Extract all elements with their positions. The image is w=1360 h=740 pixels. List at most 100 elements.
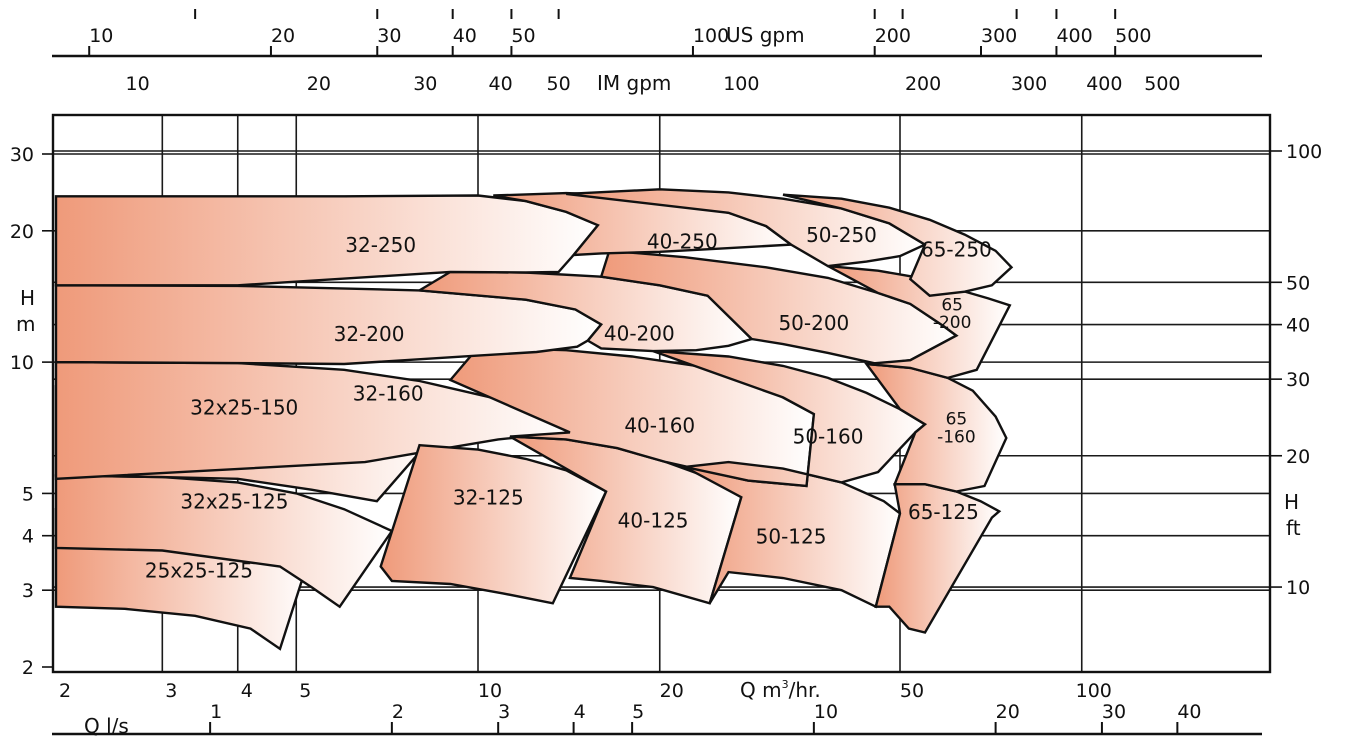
us-tick-label: 30 [377,25,401,47]
us-tick-label: 400 [1056,25,1092,47]
bottom-tick-label: 2 [59,680,71,702]
zone-50-160 [652,349,928,488]
zone-label-32-125: 32-125 [453,486,524,510]
zone-label-32-200: 32-200 [334,322,405,346]
zone-label-40-160: 40-160 [624,413,695,437]
zone-65-160 [863,362,1008,493]
us-tick-label: 10 [89,25,113,47]
im-tick-label: 10 [125,73,149,95]
us-tick-label: 100 [693,25,729,47]
right-tick-label: 30 [1286,369,1310,391]
top-flow-scales: 10 20 30 40 50 100 200 300 400 500 US gpm 10 20 30 4… [52,9,1262,95]
right-tick-label: 100 [1286,141,1322,163]
us-tick-label: 300 [981,25,1017,47]
x-axis-label-sup: 3 [782,678,789,691]
zone-label-32x25-150: 32x25-150 [190,396,298,420]
pump-zone-labels: 25x25-125 32x25-125 32x25-150 32-160 32-125 4… [145,223,992,583]
us-tick-label: 50 [511,25,535,47]
zone-label-32-160: 32-160 [353,382,424,406]
zone-label-50-160: 50-160 [793,424,864,448]
left-tick-label: 5 [22,483,34,505]
left-tick-label: 3 [22,580,34,602]
ls-flow-scale: 1 2 3 4 5 10 20 30 40 Q l/s [52,701,1262,738]
zone-label-65-200: 65 -200 [933,295,972,333]
zone-label-50-125: 50-125 [756,525,827,549]
im-gpm-ticks: 10 20 30 40 50 100 200 300 400 500 [125,73,1180,95]
zone-label-line: -160 [937,427,976,447]
right-tick-label: 10 [1286,577,1310,599]
pump-zones [54,188,1014,651]
ls-tick-label: 3 [498,701,510,723]
im-tick-label: 400 [1086,73,1122,95]
left-tick-label: 10 [10,352,34,374]
ls-ticks: 1 2 3 4 5 10 20 30 40 [209,701,1202,734]
right-tick-label: 20 [1286,446,1310,468]
zone-label-50-250: 50-250 [806,223,877,247]
zone-label-line: 65 [941,295,963,315]
left-axis-label-h: H [20,286,35,310]
zone-label-line: 65 [946,410,968,430]
us-gpm-label: US gpm [726,23,805,47]
x-axis-label-main: Q m [740,678,782,702]
left-axis-label-m: m [16,312,35,336]
zone-32-250 [54,194,600,287]
zone-label-32x25-125: 32x25-125 [180,490,288,514]
im-gpm-label: IM gpm [597,71,671,95]
zone-label-50-200: 50-200 [778,311,849,335]
bottom-tick-label: 4 [241,680,253,702]
ls-tick-label: 30 [1102,701,1126,723]
x-axis-label: Q m3/hr. [740,678,821,702]
im-tick-label: 200 [905,73,941,95]
zone-label-line: -200 [933,313,972,333]
im-tick-label: 100 [723,73,759,95]
zone-32-125 [379,443,608,605]
zone-label-25x25-125: 25x25-125 [145,559,253,583]
us-tick-label: 500 [1115,25,1151,47]
us-tick-label: 200 [875,25,911,47]
ls-tick-label: 2 [392,701,404,723]
bottom-tick-label: 50 [900,680,924,702]
bottom-tick-label: 3 [165,680,177,702]
zone-label-40-200: 40-200 [604,321,675,345]
zone-50-250 [566,188,928,268]
x-axis-label-rest: /hr. [789,678,821,702]
left-tick-label: 20 [10,221,34,243]
right-axis-label-h: H [1284,490,1299,514]
ls-tick-label: 5 [632,701,644,723]
ls-axis-label: Q l/s [84,714,129,738]
im-tick-label: 40 [489,73,513,95]
ls-tick-label: 40 [1177,701,1201,723]
im-tick-label: 500 [1144,73,1180,95]
us-tick-label: 20 [271,25,295,47]
zone-label-40-125: 40-125 [618,508,689,532]
ls-tick-label: 4 [574,701,586,723]
plot-frame [51,113,1272,674]
left-axis-ticks: 2 3 4 5 10 20 30 [10,144,53,679]
im-tick-label: 50 [547,73,571,95]
zone-label-65-250: 65-250 [921,237,992,261]
zone-label-65-160: 65 -160 [937,410,976,448]
right-tick-label: 40 [1286,315,1310,337]
zone-label-65-125: 65-125 [908,500,979,524]
ls-tick-label: 10 [814,701,838,723]
zone-32x25-125 [54,474,394,609]
left-tick-label: 30 [10,144,34,166]
zone-label-40-250: 40-250 [647,230,718,254]
bottom-tick-label: 5 [299,680,311,702]
im-tick-label: 30 [413,73,437,95]
right-axis-label-ft: ft [1286,516,1301,540]
us-gpm-ticks: 10 20 30 40 50 100 200 300 400 500 [88,9,1151,56]
ls-tick-label: 20 [996,701,1020,723]
bottom-tick-label: 10 [478,680,502,702]
left-tick-label: 4 [22,526,34,548]
im-tick-label: 300 [1011,73,1047,95]
bottom-axis-ticks: 2 3 4 5 10 20 50 100 [59,680,1112,702]
bottom-tick-label: 20 [660,680,684,702]
ls-tick-label: 1 [210,701,222,723]
right-axis-ticks: 100 50 40 30 20 10 [1270,141,1322,599]
left-tick-label: 2 [22,657,34,679]
im-tick-label: 20 [307,73,331,95]
right-tick-label: 50 [1286,272,1310,294]
zone-label-32-250: 32-250 [345,233,416,257]
